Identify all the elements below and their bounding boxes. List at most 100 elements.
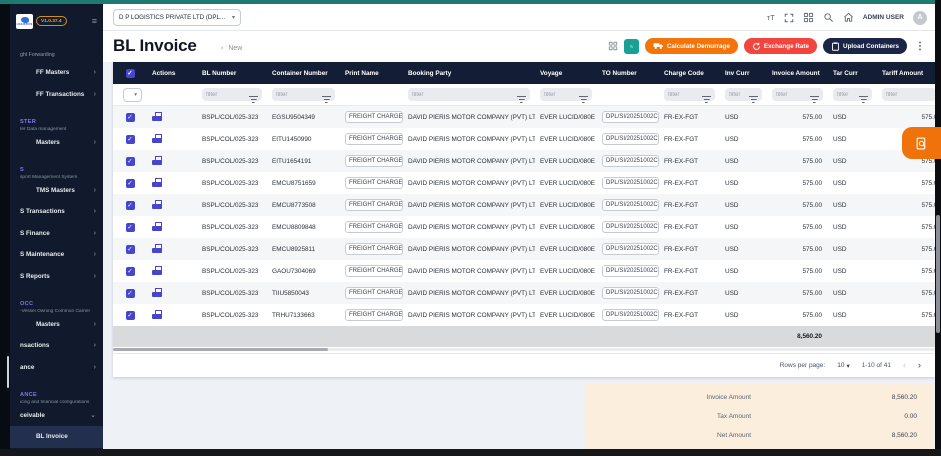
filter-icon[interactable]: [810, 96, 819, 104]
sidebar-item-tms-maintenance[interactable]: S Maintenance ›: [20, 251, 96, 259]
user-name[interactable]: ADMIN USER: [862, 14, 904, 21]
sidebar-item-masters[interactable]: Masters ›: [36, 138, 96, 146]
tar-curr-cell: USD: [833, 135, 847, 143]
hamburger-menu-icon[interactable]: ≡: [91, 15, 97, 26]
col-header-bl-number[interactable]: BL Number: [202, 69, 237, 77]
print-invoice-icon[interactable]: [152, 178, 162, 188]
print-invoice-icon[interactable]: [152, 156, 162, 166]
breadcrumb: › New: [221, 45, 242, 52]
row-checkbox[interactable]: ✓: [125, 266, 135, 276]
copy-button[interactable]: [623, 38, 639, 54]
document-search-fab[interactable]: [902, 127, 941, 159]
row-checkbox[interactable]: ✓: [125, 222, 135, 232]
caret-down-icon: ▾: [231, 15, 235, 21]
col-header-inv-curr[interactable]: Inv Curr: [725, 69, 750, 77]
horizontal-scrollbar-thumb[interactable]: [113, 348, 328, 351]
sidebar-item-vocc-masters[interactable]: Masters ›: [36, 320, 96, 328]
calculate-demurrage-button[interactable]: Calculate Demurrage: [644, 38, 738, 54]
app-logo[interactable]: LOGISTICS: [16, 13, 33, 29]
sidebar-item-tms-reports[interactable]: S Reports ›: [20, 272, 96, 280]
print-invoice-icon[interactable]: [152, 134, 162, 144]
filter-icon[interactable]: [859, 96, 868, 104]
table-row: ✓ BSPL/COL/025-323 EITU1654191 FREIGHT CHAR…: [113, 150, 935, 172]
more-options-icon[interactable]: ⋮: [915, 40, 925, 52]
print-invoice-icon[interactable]: [152, 288, 162, 298]
filter-bl-number-input[interactable]: [202, 88, 262, 101]
filter-icon[interactable]: [517, 96, 526, 104]
sidebar-item-ff-transactions[interactable]: FF Transactions ›: [36, 90, 96, 98]
filter-icon[interactable]: [579, 96, 588, 104]
col-header-tariff-amount[interactable]: Tariff Amount: [882, 69, 924, 77]
container-number-cell: EMCU8925811: [272, 245, 316, 253]
row-checkbox[interactable]: ✓: [125, 178, 135, 188]
print-invoice-icon[interactable]: [152, 200, 162, 210]
upload-containers-button[interactable]: Upload Containers: [823, 38, 907, 54]
selection-filter-dropdown[interactable]: ▾: [123, 87, 142, 102]
col-header-voyage[interactable]: Voyage: [540, 69, 563, 77]
row-checkbox[interactable]: ✓: [125, 244, 135, 254]
company-select[interactable]: D P LOGISTICS PRIVATE LTD (DPL... ▾: [113, 9, 241, 26]
home-icon[interactable]: [843, 12, 854, 23]
row-checkbox[interactable]: ✓: [125, 288, 135, 298]
filter-icon[interactable]: [322, 96, 331, 104]
col-header-tar-curr[interactable]: Tar Curr: [833, 69, 858, 77]
next-page-icon[interactable]: ›: [918, 360, 921, 370]
print-invoice-icon[interactable]: [152, 244, 162, 254]
col-header-to-number[interactable]: TO Number: [602, 69, 637, 77]
tar-curr-cell: USD: [833, 267, 847, 275]
inv-curr-cell: USD: [725, 289, 739, 297]
container-number-cell: EMCU8773508: [272, 201, 316, 209]
col-header-invoice-amount[interactable]: Invoice Amount: [772, 69, 820, 77]
sidebar-scrollbar-thumb[interactable]: [7, 356, 9, 388]
exchange-rate-button[interactable]: Exchange Rate: [743, 38, 818, 54]
avatar[interactable]: A: [913, 10, 927, 25]
row-checkbox[interactable]: ✓: [125, 112, 135, 122]
print-invoice-icon[interactable]: [152, 222, 162, 232]
container-number-cell: TIIU5850043: [272, 289, 309, 297]
sidebar-item-tms-transactions[interactable]: S Transactions ›: [20, 208, 96, 216]
sidebar: LOGISTICS V1.0.37.4 ≡ ght Forwarding FF …: [10, 4, 103, 456]
print-invoice-icon[interactable]: [152, 112, 162, 122]
sidebar-item-tms-masters[interactable]: TMS Masters ›: [36, 186, 96, 194]
print-name-chip: FREIGHT CHARGE: [345, 155, 403, 167]
col-header-print-name[interactable]: Print Name: [345, 69, 379, 77]
sidebar-item-bl-invoice[interactable]: BL Invoice: [10, 426, 103, 448]
font-size-icon[interactable]: тT: [766, 13, 775, 22]
search-icon[interactable]: [823, 12, 834, 23]
exchange-icon: [752, 42, 760, 50]
rows-per-page-select[interactable]: 10 ▾: [837, 362, 850, 370]
sidebar-item-ff-masters[interactable]: FF Masters ›: [36, 69, 96, 77]
vertical-scrollbar-thumb[interactable]: [936, 215, 940, 333]
filter-booking-party-input[interactable]: [408, 88, 530, 101]
invoice-amount-cell: 575.00: [802, 245, 822, 253]
row-checkbox[interactable]: ✓: [125, 156, 135, 166]
row-checkbox[interactable]: ✓: [125, 134, 135, 144]
print-invoice-icon[interactable]: [152, 310, 162, 320]
sidebar-item-receivable[interactable]: ceivable ⌄: [20, 411, 96, 420]
sidebar-item-transactions[interactable]: nsactions ›: [20, 342, 96, 350]
filter-tariff-amount-input[interactable]: [882, 88, 935, 101]
previous-page-icon[interactable]: ‹: [903, 360, 906, 370]
filter-icon[interactable]: [702, 96, 711, 104]
apps-grid-icon[interactable]: [803, 12, 814, 23]
row-checkbox[interactable]: ✓: [125, 200, 135, 210]
to-number-chip: DPL/SI/20251002C: [602, 199, 659, 211]
col-header-charge-code[interactable]: Charge Code: [664, 69, 704, 77]
row-checkbox[interactable]: ✓: [125, 310, 135, 320]
col-header-booking-party[interactable]: Booking Party: [408, 69, 452, 77]
col-header-container-number[interactable]: Container Number: [272, 69, 328, 77]
filter-container-number-input[interactable]: [272, 88, 335, 101]
bl-number-cell: BSPL/COL/025-323: [202, 157, 259, 165]
sidebar-section-finance: ANCE icing and financial configurations: [20, 392, 90, 405]
voyage-cell: EVER LUCID/080E: [540, 245, 596, 253]
col-header-actions[interactable]: Actions: [152, 69, 176, 77]
sidebar-item-finance[interactable]: ance ›: [20, 363, 96, 371]
sidebar-item-tms-finance[interactable]: S Finance ›: [20, 229, 96, 237]
grid-view-icon[interactable]: [608, 41, 618, 51]
container-number-cell: EITU1450990: [272, 135, 312, 143]
filter-icon[interactable]: [249, 96, 258, 104]
filter-icon[interactable]: [749, 96, 758, 104]
print-invoice-icon[interactable]: [152, 266, 162, 276]
fullscreen-icon[interactable]: [784, 13, 794, 23]
select-all-checkbox[interactable]: ✓: [125, 68, 135, 78]
